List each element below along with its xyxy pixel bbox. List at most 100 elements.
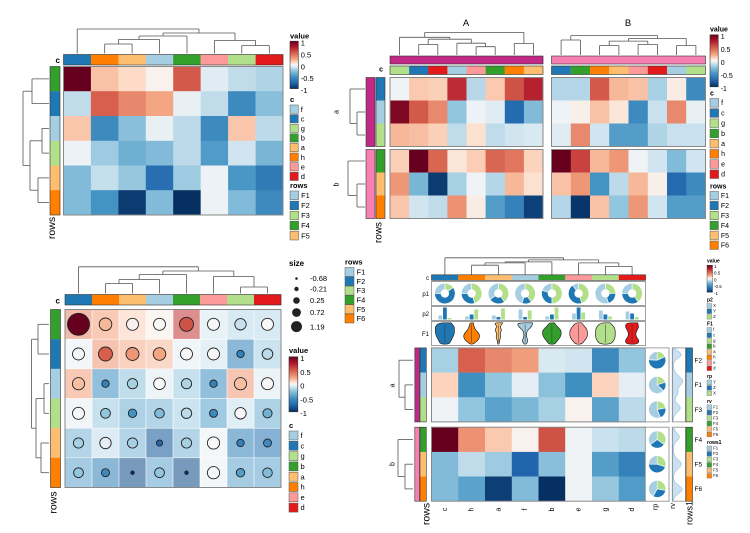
svg-text:c: c bbox=[710, 91, 714, 98]
svg-text:0: 0 bbox=[714, 277, 717, 282]
svg-text:value: value bbox=[289, 346, 308, 355]
svg-text:F5: F5 bbox=[721, 233, 729, 240]
svg-text:size: size bbox=[289, 259, 305, 268]
svg-text:F6: F6 bbox=[695, 486, 703, 493]
svg-text:0.72: 0.72 bbox=[310, 308, 325, 317]
svg-text:Z: Z bbox=[713, 314, 716, 319]
svg-text:F4: F4 bbox=[713, 421, 719, 426]
svg-text:c: c bbox=[721, 111, 725, 118]
svg-text:F1: F1 bbox=[707, 322, 713, 328]
svg-text:p2: p2 bbox=[422, 312, 429, 318]
svg-text:-0.5: -0.5 bbox=[301, 74, 314, 83]
svg-text:value: value bbox=[710, 27, 728, 34]
svg-text:c: c bbox=[379, 67, 383, 74]
svg-text:F5: F5 bbox=[713, 426, 719, 431]
svg-text:a: a bbox=[301, 472, 306, 481]
svg-text:rv: rv bbox=[707, 399, 712, 405]
svg-text:Y: Y bbox=[713, 309, 716, 314]
svg-text:F6: F6 bbox=[713, 473, 719, 478]
svg-text:F6: F6 bbox=[721, 243, 729, 250]
svg-text:g: g bbox=[713, 338, 716, 343]
svg-text:F2: F2 bbox=[301, 201, 310, 210]
svg-text:-0.5: -0.5 bbox=[721, 73, 733, 80]
svg-text:F5: F5 bbox=[695, 462, 703, 469]
svg-text:-0.21: -0.21 bbox=[310, 285, 327, 294]
svg-text:p2: p2 bbox=[707, 298, 713, 304]
svg-text:h: h bbox=[469, 507, 476, 511]
svg-text:F5: F5 bbox=[357, 305, 366, 314]
svg-text:F4: F4 bbox=[301, 221, 310, 230]
svg-text:e: e bbox=[713, 360, 716, 365]
svg-text:F3: F3 bbox=[695, 407, 703, 414]
svg-text:a: a bbox=[713, 349, 716, 354]
svg-text:0: 0 bbox=[301, 62, 305, 71]
svg-text:0.5: 0.5 bbox=[301, 51, 311, 60]
svg-text:-1: -1 bbox=[300, 409, 307, 418]
svg-text:value: value bbox=[290, 32, 309, 41]
svg-text:a: a bbox=[301, 143, 306, 152]
svg-text:rows: rows bbox=[46, 217, 58, 239]
svg-text:rows: rows bbox=[290, 181, 308, 190]
svg-text:a: a bbox=[721, 141, 725, 148]
svg-text:F6: F6 bbox=[357, 314, 366, 323]
svg-text:c: c bbox=[56, 297, 61, 306]
svg-text:0.25: 0.25 bbox=[310, 296, 325, 305]
svg-text:f: f bbox=[301, 105, 304, 114]
svg-text:F5: F5 bbox=[713, 468, 719, 473]
svg-text:F6: F6 bbox=[713, 432, 719, 437]
svg-text:F3: F3 bbox=[713, 415, 719, 420]
svg-text:F2: F2 bbox=[713, 410, 719, 415]
svg-text:c: c bbox=[301, 441, 305, 450]
svg-text:f: f bbox=[522, 508, 529, 510]
svg-text:b: b bbox=[301, 462, 305, 471]
svg-text:rows: rows bbox=[374, 222, 385, 243]
svg-text:-1: -1 bbox=[301, 86, 308, 95]
svg-text:c: c bbox=[301, 114, 305, 123]
svg-text:rp: rp bbox=[653, 504, 660, 510]
svg-text:a: a bbox=[495, 507, 502, 511]
svg-text:d: d bbox=[301, 172, 305, 181]
svg-text:-0.68: -0.68 bbox=[310, 274, 327, 283]
svg-text:d: d bbox=[713, 366, 716, 371]
svg-text:e: e bbox=[721, 161, 725, 168]
svg-text:c: c bbox=[713, 333, 716, 338]
svg-text:rows: rows bbox=[345, 258, 363, 267]
svg-text:b: b bbox=[549, 507, 556, 511]
svg-text:rows: rows bbox=[48, 491, 60, 513]
svg-text:F3: F3 bbox=[357, 286, 366, 295]
svg-text:0.5: 0.5 bbox=[300, 368, 310, 377]
svg-text:h: h bbox=[721, 151, 725, 158]
svg-text:F4: F4 bbox=[721, 223, 729, 230]
svg-text:rv: rv bbox=[670, 503, 677, 509]
svg-text:Z: Z bbox=[713, 385, 716, 390]
svg-text:F1: F1 bbox=[713, 446, 719, 451]
svg-text:rows: rows bbox=[710, 184, 726, 191]
svg-text:F1: F1 bbox=[357, 268, 366, 277]
svg-text:A: A bbox=[463, 18, 470, 29]
svg-text:F5: F5 bbox=[301, 231, 310, 240]
svg-text:a: a bbox=[334, 110, 341, 114]
svg-text:1: 1 bbox=[300, 354, 304, 363]
svg-text:g: g bbox=[721, 121, 725, 128]
svg-text:F2: F2 bbox=[695, 358, 703, 365]
svg-text:g: g bbox=[301, 452, 305, 461]
svg-text:F4: F4 bbox=[357, 296, 366, 305]
svg-text:e: e bbox=[301, 493, 305, 502]
svg-text:d: d bbox=[629, 507, 636, 511]
svg-text:e: e bbox=[576, 507, 583, 511]
svg-text:0: 0 bbox=[721, 60, 725, 67]
svg-text:F4: F4 bbox=[713, 462, 719, 467]
svg-text:F1: F1 bbox=[422, 332, 430, 338]
svg-text:f: f bbox=[721, 100, 723, 107]
svg-text:F4: F4 bbox=[695, 437, 703, 444]
svg-text:1.19: 1.19 bbox=[310, 322, 325, 331]
svg-text:a: a bbox=[390, 383, 397, 387]
svg-text:-1: -1 bbox=[714, 291, 718, 296]
svg-text:f: f bbox=[301, 431, 304, 440]
svg-text:F1: F1 bbox=[713, 404, 719, 409]
svg-text:h: h bbox=[301, 153, 305, 162]
svg-text:0: 0 bbox=[300, 382, 304, 391]
svg-text:F1: F1 bbox=[721, 193, 729, 200]
svg-text:X: X bbox=[713, 391, 716, 396]
svg-text:1: 1 bbox=[721, 34, 725, 41]
